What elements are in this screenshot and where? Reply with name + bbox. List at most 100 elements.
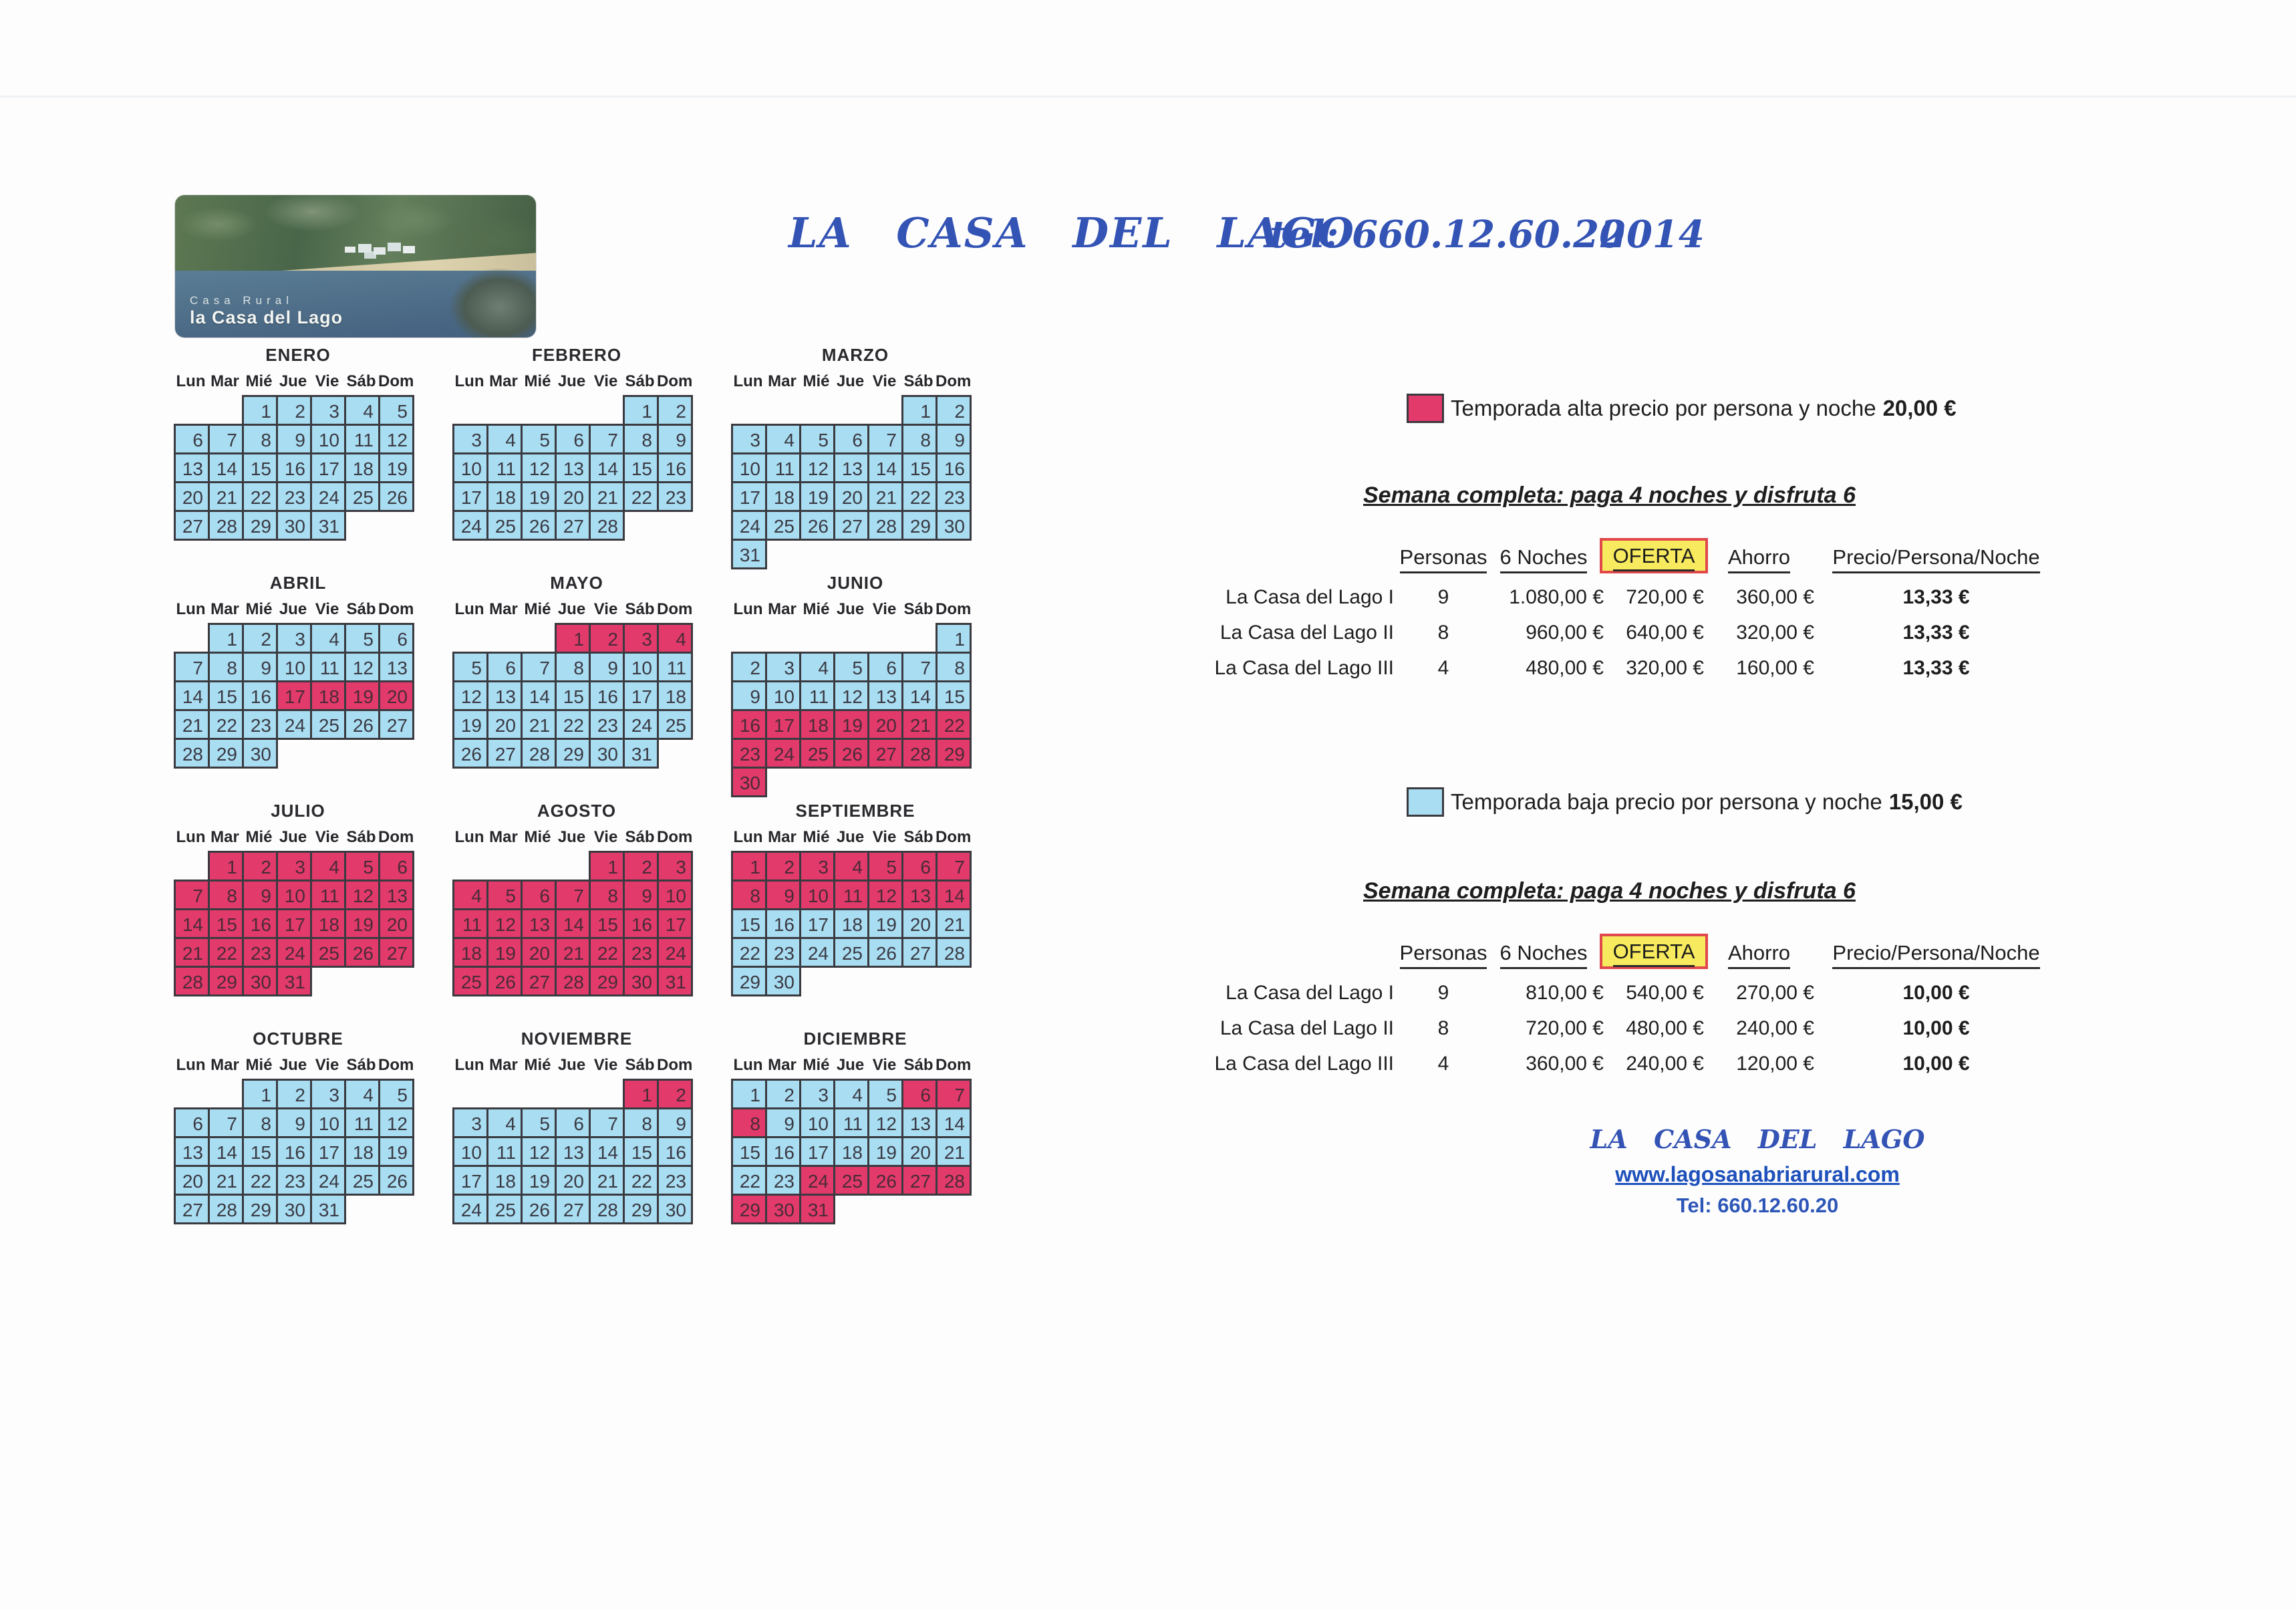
day-cell: 11	[344, 424, 380, 454]
day-cell: 13	[867, 680, 903, 711]
weekday-label: Lun	[733, 1056, 763, 1074]
day-cell: 16	[276, 452, 312, 483]
day-cell: 4	[799, 652, 835, 682]
day-cell: 18	[310, 908, 346, 939]
day-cell: 30	[242, 966, 278, 996]
day-cell: 24	[276, 937, 312, 968]
empty-day-cell	[174, 623, 210, 654]
day-cell: 6	[555, 424, 591, 454]
empty-day-cell	[623, 510, 659, 541]
empty-day-cell	[867, 966, 903, 996]
month-calendar-noviembre: NOVIEMBRE Lun Mar Mié Jue Vie Sáb Dom 1 2 3 4 5 6 7 8 9 1…	[452, 1029, 706, 1224]
weekday-label: Lun	[454, 1056, 484, 1074]
weekday-header-row: Lun Mar Mié Jue Vie Sáb Dom	[731, 1056, 985, 1075]
weekday-header-row: Lun Mar Mié Jue Vie Sáb Dom	[731, 828, 985, 847]
day-cell: 29	[555, 738, 591, 769]
day-cell: 6	[174, 1107, 210, 1138]
day-cell: 24	[731, 510, 767, 541]
day-cell: 21	[936, 1136, 972, 1167]
month-title: OCTUBRE	[253, 1029, 343, 1049]
day-cell: 18	[452, 937, 488, 968]
day-cell: 27	[521, 966, 557, 996]
price-value: 4	[1437, 1053, 1449, 1075]
day-cell: 14	[208, 452, 244, 483]
day-cell: 1	[623, 1079, 659, 1109]
empty-day-cell	[486, 623, 523, 654]
weekday-label: Mar	[210, 1056, 239, 1074]
weekday-label: Dom	[378, 828, 414, 846]
weekday-label: Mié	[803, 828, 830, 846]
day-cell: 11	[833, 880, 869, 910]
week-row: 30	[731, 767, 985, 797]
empty-day-cell	[799, 623, 835, 654]
day-cell: 15	[731, 1136, 767, 1167]
day-cell: 22	[901, 481, 938, 512]
logo-photo: Casa Rural la Casa del Lago	[175, 195, 536, 338]
weekday-label: Lun	[454, 828, 484, 846]
day-cell: 27	[174, 1194, 210, 1224]
week-row: 14 15 16 17 18 19 20	[174, 908, 428, 939]
day-cell: 11	[310, 652, 346, 682]
day-cell: 10	[799, 1107, 835, 1138]
day-cell: 11	[486, 452, 523, 483]
month-calendar-agosto: AGOSTO Lun Mar Mié Jue Vie Sáb Dom 1 2 3 4 5 6 7 8 9 10 11…	[452, 801, 706, 996]
day-cell: 14	[936, 880, 972, 910]
day-cell: 27	[901, 937, 938, 968]
week-row: 11 12 13 14 15 16 17	[452, 908, 706, 939]
day-cell: 31	[731, 539, 767, 569]
weekday-label: Mié	[524, 600, 551, 618]
weekday-label: Mar	[489, 828, 518, 846]
column-header-label: Personas	[1399, 941, 1487, 969]
empty-day-cell	[901, 767, 938, 797]
empty-day-cell	[731, 623, 767, 654]
weekday-label: Dom	[657, 1056, 693, 1074]
week-row: 19 20 21 22 23 24 25	[452, 709, 706, 740]
empty-day-cell	[901, 1194, 938, 1224]
price-value: 720,00 €	[1526, 1017, 1604, 1039]
day-cell: 24	[310, 1165, 346, 1196]
day-cell: 20	[901, 908, 938, 939]
legend-alta-price: 20,00 €	[1882, 396, 1957, 420]
day-cell: 10	[276, 880, 312, 910]
day-cell: 6	[486, 652, 523, 682]
empty-day-cell	[867, 539, 903, 569]
house-name: La Casa del Lago II	[1219, 1017, 1394, 1039]
day-cell: 3	[657, 851, 693, 882]
day-cell: 17	[731, 481, 767, 512]
day-cell: 11	[310, 880, 346, 910]
price-value: 120,00 €	[1736, 1053, 1814, 1075]
price-value: 8	[1437, 622, 1449, 644]
day-cell: 25	[833, 937, 869, 968]
day-cell: 9	[936, 424, 972, 454]
week-row: 22 23 24 25 26 27 28	[731, 937, 985, 968]
weekday-label: Sáb	[903, 600, 934, 618]
day-cell: 17	[765, 709, 801, 740]
day-cell: 11	[657, 652, 693, 682]
price-row: La Casa del Lago II 8 960,00 € 640,00 € 320,…	[1176, 622, 2058, 644]
week-row: 22 23 24 25 26 27 28	[731, 1165, 985, 1196]
price-value: 9	[1437, 982, 1449, 1004]
day-cell: 12	[833, 680, 869, 711]
day-cell: 31	[310, 1194, 346, 1224]
day-cell: 26	[378, 1165, 414, 1196]
day-cell: 3	[310, 395, 346, 426]
empty-day-cell	[901, 539, 938, 569]
day-cell: 18	[799, 709, 835, 740]
weekday-label: Jue	[836, 600, 865, 618]
day-cell: 20	[555, 1165, 591, 1196]
weekday-label: Lun	[176, 372, 206, 390]
empty-day-cell	[486, 851, 523, 882]
day-cell: 10	[452, 452, 488, 483]
day-cell: 12	[452, 680, 488, 711]
empty-day-cell	[799, 395, 835, 426]
day-cell: 19	[521, 1165, 557, 1196]
week-row: 8 9 10 11 12 13 14	[731, 1107, 985, 1138]
day-cell: 9	[276, 424, 312, 454]
price-value: 360,00 €	[1526, 1053, 1604, 1075]
weekday-label: Mar	[768, 600, 797, 618]
column-header: Precio/Persona/Noche	[1814, 532, 2058, 573]
price-row: La Casa del Lago III 4 360,00 € 240,00 € 120…	[1176, 1053, 2058, 1075]
day-cell: 28	[208, 510, 244, 541]
